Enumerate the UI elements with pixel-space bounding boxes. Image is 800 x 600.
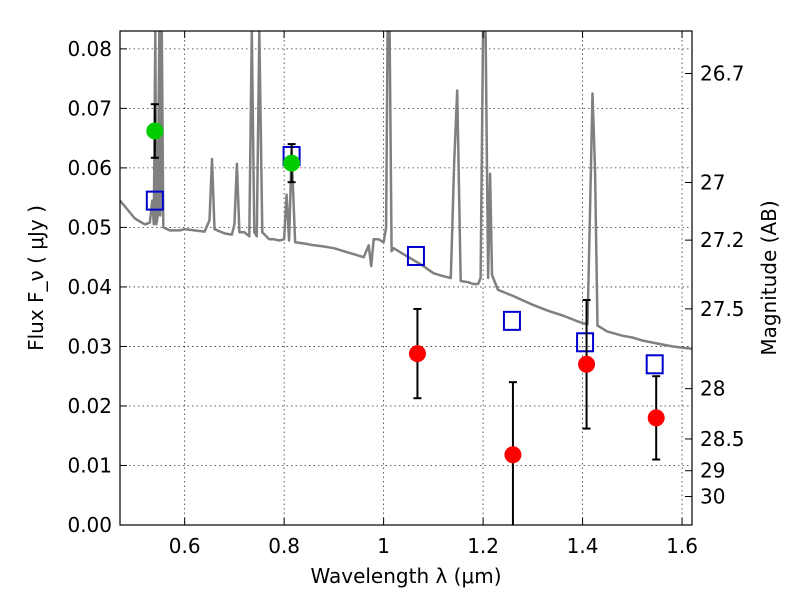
y-tick-label: 0.02: [67, 394, 112, 418]
series-layer: [120, 31, 692, 525]
observed-point: [408, 345, 426, 363]
x-tick-label: 1.6: [666, 534, 698, 558]
right-tick-label: 27.5: [700, 297, 745, 321]
grid: [120, 31, 692, 526]
series-group: [120, 31, 692, 525]
x-axis-title: Wavelength λ (μm): [310, 564, 501, 588]
y-axis-right-title: Magnitude (AB): [757, 200, 781, 355]
y-tick-label: 0.07: [67, 96, 112, 120]
y-tick-label: 0.00: [67, 513, 112, 537]
observed-point: [578, 355, 596, 373]
observed-point: [283, 154, 301, 172]
y-tick-label: 0.04: [67, 275, 112, 299]
model-square: [502, 310, 521, 331]
right-tick-label: 27: [700, 171, 725, 195]
ticks: 0.6 0.8 1 1.2 1.4 1.6 0.00 0.01 0.02 0.03 0.04 0.05…: [67, 31, 745, 558]
right-tick-label: 28: [700, 377, 725, 401]
model-square: [645, 354, 664, 375]
y-tick-label: 0.08: [67, 37, 112, 61]
x-tick-label: 1.4: [567, 534, 599, 558]
y-tick-label: 0.05: [67, 215, 112, 239]
plot-frame: [119, 30, 693, 526]
right-tick-label: 28.5: [700, 427, 745, 451]
observed-point: [146, 122, 164, 140]
y-tick-label: 0.03: [67, 334, 112, 358]
right-tick-label: 27.2: [700, 228, 745, 252]
right-tick-label: 29: [700, 459, 725, 483]
right-tick-label: 26.7: [700, 62, 745, 86]
observed-point: [647, 409, 665, 427]
y-tick-label: 0.06: [67, 156, 112, 180]
x-tick-label: 1.2: [467, 534, 499, 558]
x-tick-label: 1: [377, 534, 390, 558]
right-tick-label: 30: [700, 485, 725, 509]
x-tick-label: 0.8: [268, 534, 300, 558]
observed-point: [504, 446, 522, 464]
x-tick-label: 0.6: [169, 534, 201, 558]
model-square: [406, 245, 425, 266]
model-square: [576, 332, 595, 353]
y-tick-label: 0.01: [67, 453, 112, 477]
spectrum-line: [120, 31, 692, 351]
y-axis-title: Flux F_ν ( μJy ): [24, 205, 48, 351]
model-square: [145, 190, 164, 211]
